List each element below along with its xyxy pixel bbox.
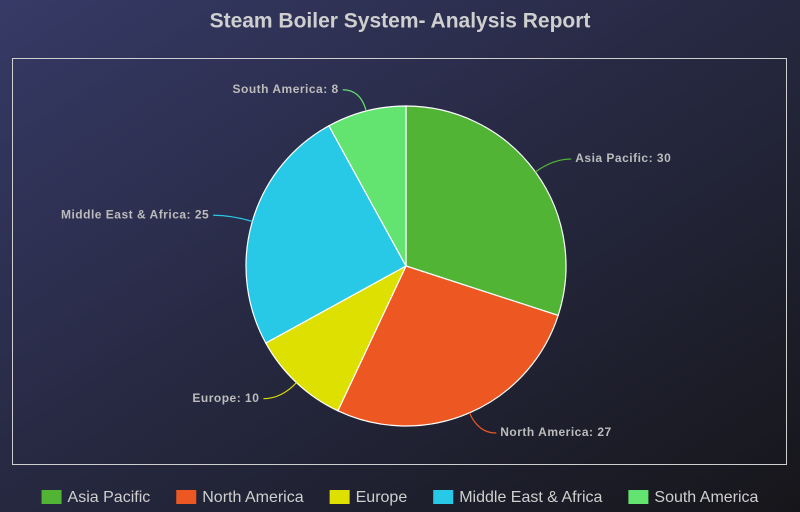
legend-swatch: [176, 490, 197, 504]
chart-title: Steam Boiler System- Analysis Report: [210, 10, 591, 33]
data-label: Asia Pacific: 30: [575, 151, 671, 165]
legend-label: Asia Pacific: [68, 489, 151, 506]
legend-swatch: [329, 490, 350, 504]
legend-label: Middle East & Africa: [459, 489, 602, 506]
leader-line: [342, 89, 367, 112]
pie-slice: [264, 264, 408, 412]
pie-slice: [405, 105, 567, 317]
data-label: Middle East & Africa: 25: [61, 207, 209, 221]
plot-frame: [12, 58, 787, 465]
legend-swatch: [628, 490, 649, 504]
data-label: Europe: 10: [192, 391, 259, 405]
legend-label: Europe: [356, 489, 408, 506]
leader-line: [263, 382, 297, 400]
pie-slice: [337, 265, 559, 427]
legend-swatch: [41, 490, 62, 504]
legend-swatch: [433, 490, 454, 504]
legend-label: North America: [202, 489, 303, 506]
data-label: South America: 8: [232, 82, 338, 96]
data-label: North America: 27: [500, 425, 611, 439]
leader-line: [535, 158, 572, 173]
leader-line: [468, 412, 497, 434]
legend-label: South America: [654, 489, 758, 506]
leader-line: [213, 214, 253, 222]
